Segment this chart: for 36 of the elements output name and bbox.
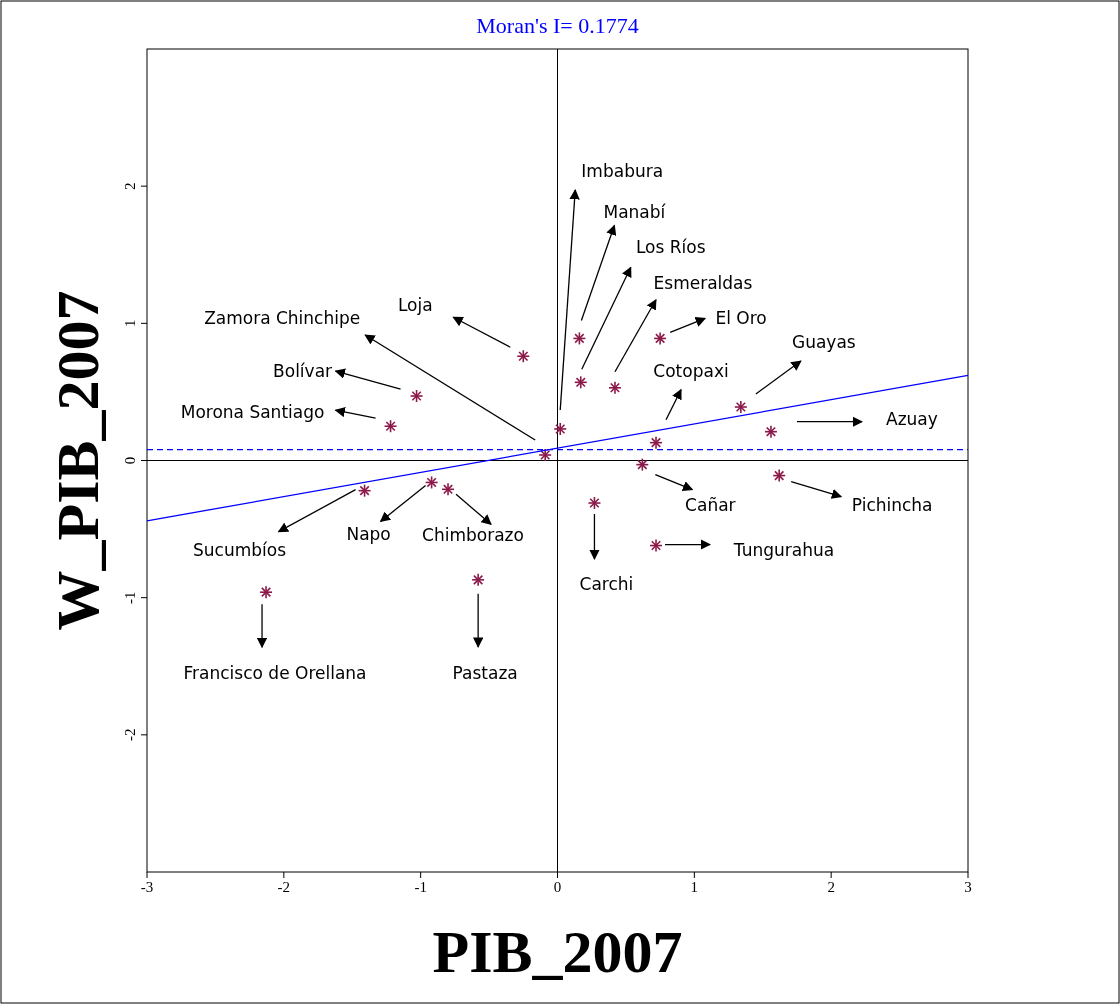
x-tick-label: -2 [277,879,291,895]
y-tick-label: -1 [122,591,138,604]
annotation: Morona Santiago [180,402,325,423]
annotation: Carchi [579,574,634,595]
y-tick-label: -2 [122,728,138,742]
x-tick-label: -3 [140,879,154,895]
annotation: Cotopaxi [653,360,729,381]
y-tick-label: 0 [122,456,138,465]
annotation: Manabí [603,202,667,223]
annotation: Zamora Chinchipe [204,308,361,329]
y-tick-label: 2 [122,182,138,190]
annotation: Pastaza [452,662,518,683]
annotation: Francisco de Orellana [183,663,367,684]
x-tick-label: -1 [414,879,427,895]
x-tick-label: 3 [964,879,972,895]
annotation: El Oro [715,308,767,329]
annotation: Guayas [792,332,856,353]
annotation: Azuay [886,408,938,429]
annotation: Napo [346,524,391,545]
annotation: Chimborazo [422,525,524,546]
x-tick-label: 2 [827,879,835,895]
y-axis-title: W_PIB_2007 [45,290,111,631]
annotation: Loja [397,295,433,316]
annotation: Tungurahua [732,539,835,560]
x-tick-label: 0 [553,879,562,895]
annotation: Bolívar [273,361,333,382]
annotation: Imbabura [581,160,664,181]
annotation: Los Ríos [635,237,706,258]
x-tick-label: 1 [690,879,699,895]
chart-title: Moran's I= 0.1774 [476,13,639,38]
x-axis-title: PIB_2007 [432,919,683,985]
annotation: Cañar [685,494,736,515]
annotation: Pichincha [851,494,933,515]
y-tick-label: 1 [122,319,138,328]
annotation: Sucumbíos [193,539,287,560]
annotation: Esmeraldas [653,272,753,293]
